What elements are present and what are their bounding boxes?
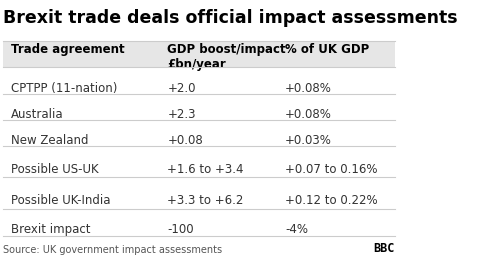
Text: BBC: BBC [373, 242, 395, 255]
Text: +0.08: +0.08 [168, 134, 203, 147]
Text: Source: UK government impact assessments: Source: UK government impact assessments [3, 246, 222, 255]
Text: GDP boost/impact
£bn/year: GDP boost/impact £bn/year [168, 43, 286, 71]
Text: +2.3: +2.3 [168, 108, 196, 121]
Text: % of UK GDP: % of UK GDP [285, 43, 369, 56]
Text: +0.12 to 0.22%: +0.12 to 0.22% [285, 194, 377, 207]
Text: +0.08%: +0.08% [285, 108, 332, 121]
Text: -100: -100 [168, 223, 194, 236]
Text: Brexit trade deals official impact assessments: Brexit trade deals official impact asses… [3, 9, 457, 27]
Text: +2.0: +2.0 [168, 82, 196, 95]
Text: +0.08%: +0.08% [285, 82, 332, 95]
FancyBboxPatch shape [3, 40, 395, 66]
Text: Possible UK-India: Possible UK-India [11, 194, 110, 207]
Text: +3.3 to +6.2: +3.3 to +6.2 [168, 194, 244, 207]
Text: CPTPP (11-nation): CPTPP (11-nation) [11, 82, 117, 95]
Text: Trade agreement: Trade agreement [11, 43, 124, 56]
Text: New Zealand: New Zealand [11, 134, 88, 147]
Text: Australia: Australia [11, 108, 63, 121]
Text: -4%: -4% [285, 223, 308, 236]
Text: +0.07 to 0.16%: +0.07 to 0.16% [285, 163, 377, 176]
Text: Brexit impact: Brexit impact [11, 223, 90, 236]
Text: +0.03%: +0.03% [285, 134, 332, 147]
Text: Possible US-UK: Possible US-UK [11, 163, 98, 176]
Text: +1.6 to +3.4: +1.6 to +3.4 [168, 163, 244, 176]
